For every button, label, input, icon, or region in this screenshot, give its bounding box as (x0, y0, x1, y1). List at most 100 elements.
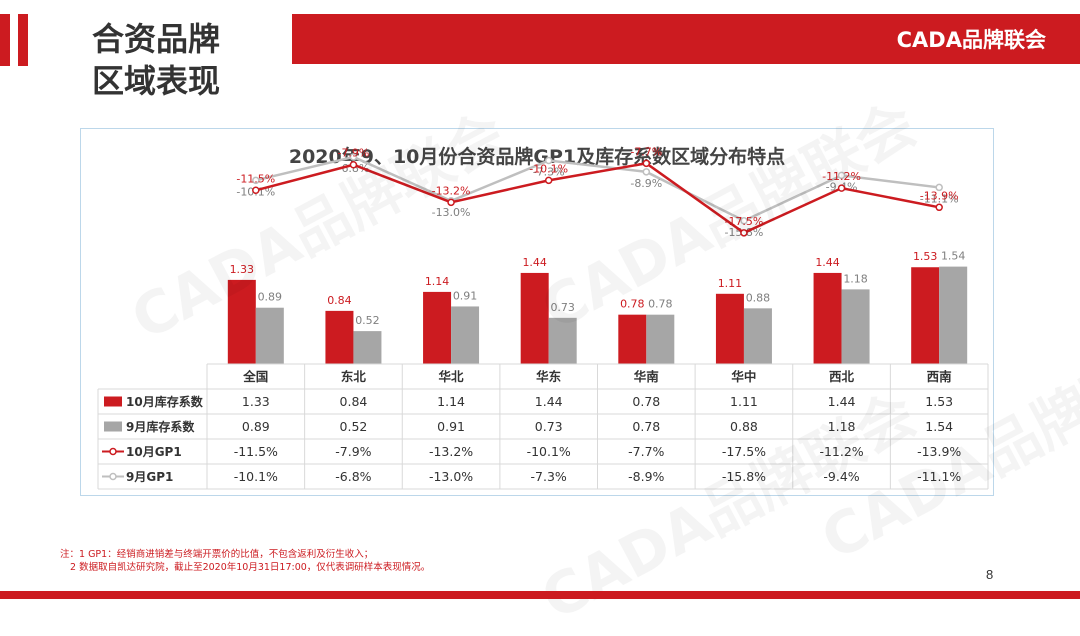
line-sep-gp1-point-7 (935, 183, 943, 192)
table-cell-2-3: -10.1% (527, 444, 571, 459)
table-cell-2-6: -11.2% (819, 444, 863, 459)
line-sep-gp1-point-5 (740, 217, 748, 225)
page-number: 8 (986, 567, 994, 582)
table-cell-2-2: -13.2% (429, 444, 473, 459)
bar-oct-stock-5 (715, 293, 744, 364)
table-cell-3-2: -13.0% (429, 469, 473, 484)
legend-label-1: 9月库存系数 (126, 419, 195, 434)
legend-key-sep-stock (104, 421, 122, 432)
legend-key-sep-gp1-marker (109, 472, 117, 481)
bar-label-sep-stock-2: 0.91 (453, 289, 478, 302)
brand-label: CADA品牌联会 (896, 28, 1046, 52)
bar-sep-stock-3 (548, 317, 577, 364)
chart-title: 2020年9、10月份合资品牌GP1及库存系数区域分布特点 (288, 146, 786, 168)
line-oct-gp1-label-1: -7.9% (337, 147, 369, 160)
table-header-2: 华北 (439, 369, 465, 384)
left-accent-bar (0, 14, 10, 66)
bar-oct-stock-1 (325, 310, 354, 364)
table-cell-2-1: -7.9% (335, 444, 371, 459)
legend-key-oct-stock (104, 396, 122, 407)
bar-label-sep-stock-0: 0.89 (258, 291, 283, 304)
bar-label-sep-stock-6: 1.18 (843, 272, 868, 285)
line-sep-gp1-label-3: -7.3% (533, 165, 565, 178)
table-header-5: 华中 (731, 369, 756, 384)
line-oct-gp1-point-3 (544, 176, 553, 185)
table-cell-1-2: 0.91 (437, 419, 465, 434)
footnote: 注：1 GP1：经销商进销差与终端开票价的比值，不包含返利及衍生收入； 2 数据… (60, 548, 430, 574)
bar-oct-stock-7 (911, 267, 940, 364)
bar-sep-stock-0 (255, 307, 284, 364)
table-cell-2-0: -11.5% (234, 444, 278, 459)
line-oct-gp1-point-4 (642, 159, 651, 168)
line-sep-gp1-point-0 (252, 176, 260, 185)
bar-label-oct-stock-3: 1.44 (522, 256, 547, 269)
line-oct-gp1-point-2 (447, 198, 455, 207)
page-title-line1: 合资品牌 (92, 20, 221, 58)
table-cell-1-7: 1.54 (925, 419, 953, 434)
table-cell-3-6: -9.4% (823, 469, 859, 484)
table-cell-0-0: 1.33 (242, 394, 270, 409)
table-cell-1-3: 0.73 (535, 419, 563, 434)
legend-key-oct-gp1-marker (109, 447, 117, 456)
bar-sep-stock-5 (743, 308, 772, 364)
chart-canvas: 1.330.89 0.840.521.140.911.440.73 0.78 0.78… (97, 145, 989, 490)
line-sep-gp1-point-6 (837, 171, 846, 180)
table-header-3: 华东 (536, 369, 562, 384)
legend-label-2: 10月GP1 (126, 445, 182, 459)
line-oct-gp1-label-6: -11.2% (822, 170, 861, 183)
bar-label-sep-stock-1: 0.52 (355, 314, 380, 327)
bar-label-oct-stock-6: 1.44 (815, 256, 840, 269)
bar-label-oct-stock-0: 1.33 (230, 263, 255, 276)
line-oct-gp1-point-1 (349, 160, 358, 169)
table-cell-3-4: -8.9% (628, 469, 664, 484)
table-cell-0-5: 1.11 (730, 394, 758, 409)
bar-label-oct-stock-1: 0.84 (327, 294, 352, 307)
table-header-7: 西南 (927, 369, 953, 384)
bar-label-oct-stock-7: 1.53 (913, 250, 938, 263)
bar-sep-stock-2 (451, 306, 480, 364)
line-oct-gp1-point-7 (935, 203, 943, 212)
line-oct-gp1-label-5: -17.5% (724, 215, 763, 228)
table-cell-0-1: 0.84 (340, 394, 368, 409)
bar-oct-stock-3 (520, 272, 549, 364)
bar-label-oct-stock-4: 0.78 (620, 298, 645, 311)
line-sep-gp1-point-1 (349, 153, 358, 161)
chart-frame (80, 128, 994, 496)
bar-oct-stock-4 (618, 314, 647, 364)
table-cell-0-2: 1.14 (437, 394, 465, 409)
line-oct-gp1-label-0: -11.5% (236, 172, 275, 185)
table-cell-3-5: -15.8% (722, 469, 766, 484)
table-cell-0-4: 0.78 (632, 394, 660, 409)
table-header-1: 东北 (341, 369, 367, 384)
table-cell-1-4: 0.78 (632, 419, 660, 434)
line-sep-gp1-line (255, 155, 940, 223)
page-title-line2: 区域表现 (92, 62, 221, 100)
table-cell-1-6: 1.18 (828, 419, 856, 434)
line-oct-gp1-point-5 (740, 229, 748, 237)
table-cell-1-5: 0.88 (730, 419, 758, 434)
bar-sep-stock-7 (939, 266, 968, 364)
table-header-4: 华南 (634, 369, 660, 384)
page-title: 合资品牌 区域表现 (92, 18, 220, 102)
bottom-accent-bar (0, 591, 1080, 599)
table-header-6: 西北 (829, 369, 855, 384)
line-sep-gp1-label-2: -13.0% (432, 206, 471, 219)
line-sep-gp1-label-4: -8.9% (630, 177, 662, 190)
bar-label-sep-stock-7: 1.54 (941, 250, 966, 263)
line-oct-gp1-label-2: -13.2% (432, 184, 471, 197)
line-oct-gp1-label-4: -7.7% (630, 145, 662, 158)
bar-sep-stock-6 (841, 289, 870, 364)
line-sep-gp1-point-4 (642, 168, 651, 176)
line-oct-gp1-label-7: -13.9% (920, 189, 959, 202)
line-oct-gp1-label-3: -10.1% (529, 162, 568, 175)
bar-oct-stock-2 (423, 291, 452, 364)
line-oct-gp1-point-0 (252, 186, 260, 195)
bar-label-sep-stock-5: 0.88 (746, 291, 771, 304)
bar-label-oct-stock-5: 1.11 (718, 277, 743, 290)
legend-label-3: 9月GP1 (126, 470, 173, 484)
table-cell-1-0: 0.89 (242, 419, 270, 434)
left-accent-bar-2 (18, 14, 28, 66)
table-header-0: 全国 (242, 369, 268, 384)
bar-label-sep-stock-4: 0.78 (648, 298, 673, 311)
table-cell-3-7: -11.1% (917, 469, 961, 484)
